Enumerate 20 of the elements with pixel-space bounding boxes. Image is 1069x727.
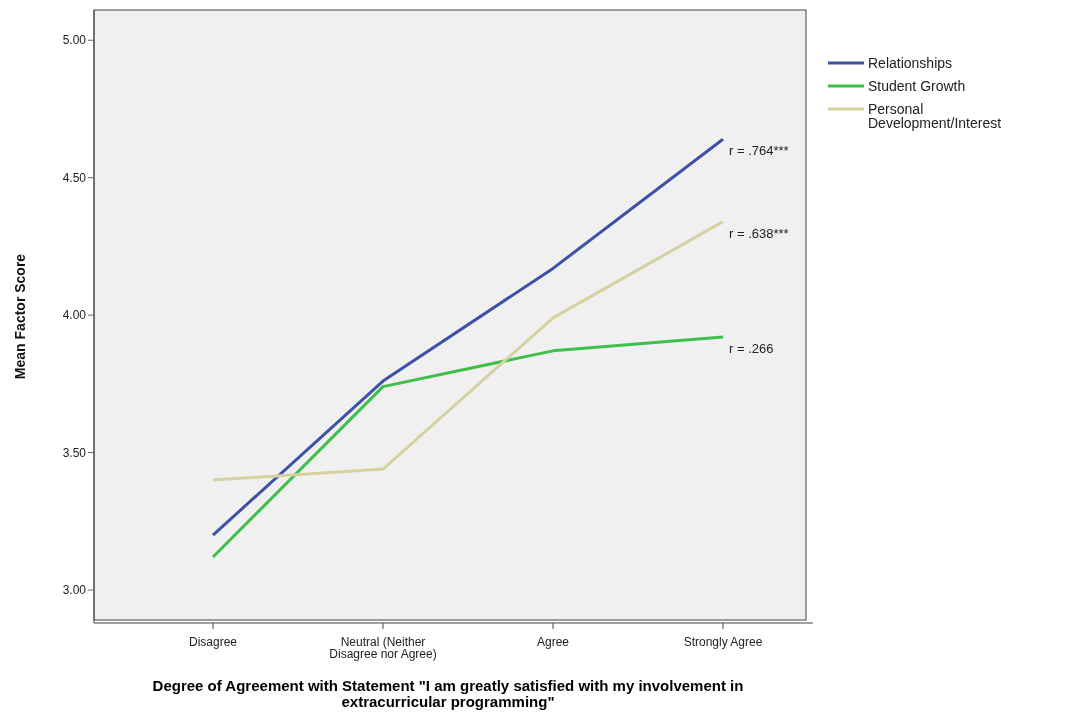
x-tick-label: Agree: [536, 634, 570, 649]
line-series: [211, 335, 725, 559]
legend-label: Personal Development/Interest: [868, 101, 1003, 131]
x-tick-label: Disagree: [188, 634, 238, 649]
legend-label: Relationships: [868, 55, 954, 71]
y-tick-label: 4.50: [62, 170, 87, 185]
y-tick-label: 3.00: [62, 583, 87, 598]
annotation: r = .638***: [729, 225, 789, 241]
x-tick-label: Neutral (Neither Disagree nor Agree): [329, 634, 437, 661]
line-series: [211, 220, 725, 482]
x-tick-label: Strongly Agree: [683, 634, 763, 649]
line-series: [211, 137, 725, 537]
legend-label: Student Growth: [868, 78, 967, 94]
x-axis-title: Degree of Agreement with Statement "I am greatly satisfied with my involvement in extracurricular programming": [151, 677, 745, 710]
annotation: r = .266: [729, 341, 774, 357]
y-axis-title: Mean Factor Score: [11, 253, 28, 380]
annotation: r = .764***: [729, 143, 789, 159]
y-tick-label: 3.50: [62, 445, 87, 460]
y-tick-label: 4.00: [62, 308, 87, 323]
y-tick-label: 5.00: [62, 33, 87, 48]
